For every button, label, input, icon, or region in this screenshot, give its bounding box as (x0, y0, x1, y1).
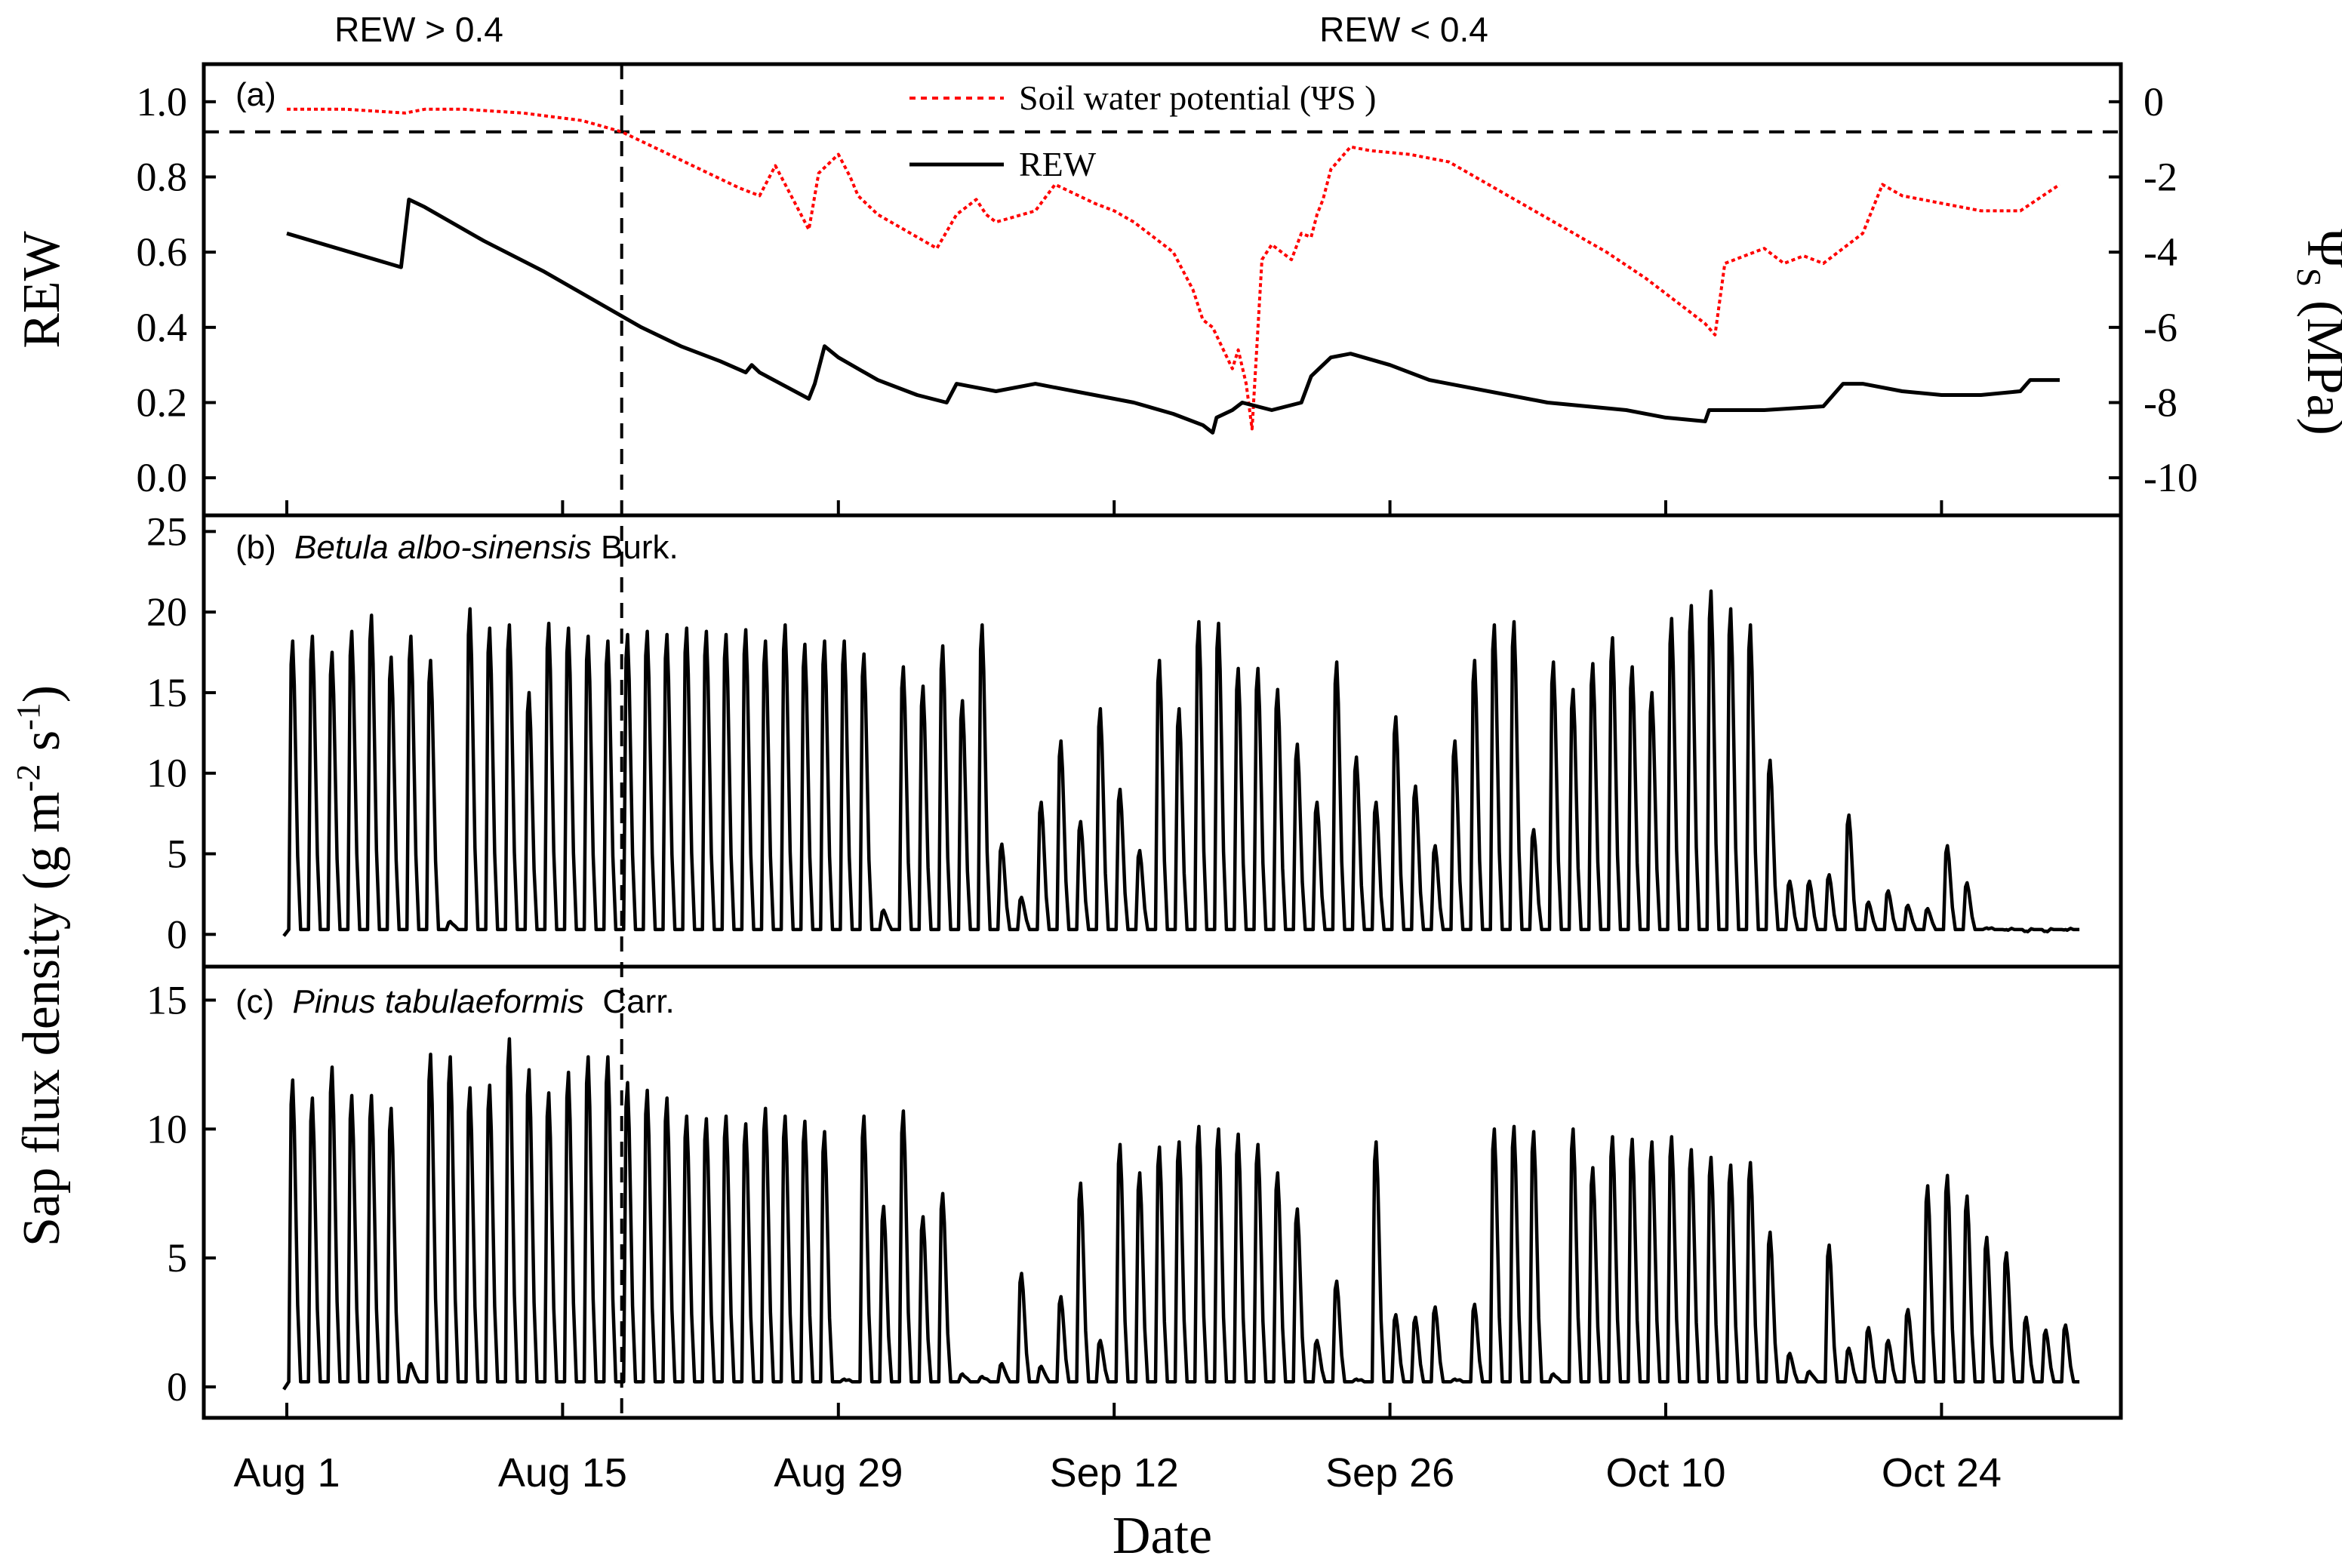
panel-c: 0 5 10 15 (146, 977, 2080, 1410)
y-tick-label-c: 5 (167, 1235, 187, 1281)
x-tick-label: Oct 10 (1605, 1450, 1725, 1496)
y-tick-label-b: 5 (167, 832, 187, 877)
y-tick-label-b: 20 (146, 589, 187, 635)
y-tick-label-a: 1.0 (137, 79, 188, 125)
y-axis-title-psi: ΨS (MPa) (2290, 229, 2342, 435)
sap-flux-line (282, 589, 2080, 937)
x-axis: Aug 1 Aug 15 Aug 29 Sep 12 Sep 26 Oct 10 Oct 2… (233, 500, 2002, 1496)
label-rew-above: REW > 0.4 (334, 10, 503, 49)
x-tick-label: Sep 26 (1325, 1450, 1454, 1496)
x-axis-title: Date (1113, 1507, 1212, 1565)
panel-c-frame (202, 964, 2123, 1420)
x-tick-label: Aug 15 (498, 1450, 627, 1496)
y-tick-label-a: 0.0 (137, 455, 188, 500)
y-tick-label-a: 0.2 (137, 380, 188, 426)
panel-c-label: (c) Pinus tabulaeformis Carr. (235, 983, 675, 1020)
y-tick-label-b: 10 (146, 751, 187, 796)
panel-c-tag: (c) (235, 983, 274, 1020)
panel-b-authority: Burk. (592, 529, 679, 566)
x-tick-label: Oct 24 (1882, 1450, 2002, 1496)
y-tick-label-b: 15 (146, 670, 187, 715)
y2-tick-label-a: -8 (2143, 380, 2177, 426)
y-tick-label-c: 15 (146, 977, 187, 1022)
y-tick-label-c: 0 (167, 1364, 187, 1410)
y-axis-title-sap-flux: Sap flux density (g m-2 s-1) (10, 685, 71, 1247)
panel-b: 0 5 10 15 20 25 (146, 509, 2080, 957)
panel-b-tag: (b) (235, 529, 276, 566)
y-axis-title-rew: REW (13, 231, 71, 349)
y-tick-label-a: 0.8 (137, 155, 188, 200)
panel-b-species: Betula albo-sinensis (294, 529, 592, 566)
panel-c-authority: Carr. (584, 983, 675, 1020)
label-rew-below: REW < 0.4 (1319, 10, 1488, 49)
legend-rew-label: REW (1019, 145, 1097, 183)
panel-b-label: (b) Betula albo-sinensis Burk. (235, 529, 679, 566)
rew-line (286, 197, 2060, 435)
y-tick-label-a: 0.6 (137, 229, 188, 275)
y-tick-label-a: 0.4 (137, 305, 188, 350)
y-tick-label-b: 25 (146, 509, 187, 554)
panel-c-species: Pinus tabulaeformis (293, 983, 584, 1020)
y2-tick-label-a: 0 (2143, 79, 2164, 125)
x-tick-label: Aug 1 (233, 1450, 340, 1496)
y2-tick-label-a: -6 (2143, 305, 2177, 350)
x-tick-label: Sep 12 (1050, 1450, 1179, 1496)
sap-flux-line (282, 1037, 2080, 1391)
y2-tick-label-a: -2 (2143, 155, 2177, 200)
legend-swp-label: Soil water potential (ΨS ) (1019, 78, 1376, 117)
y2-tick-label-a: -4 (2143, 229, 2177, 275)
panel-a-label: (a) (235, 76, 276, 113)
y2-tick-label-a: -10 (2143, 455, 2198, 500)
x-tick-label: Aug 29 (774, 1450, 903, 1496)
y-tick-label-b: 0 (167, 912, 187, 957)
soil-water-potential-line (287, 107, 2061, 431)
panel-a: 0.0 0.2 0.4 0.6 0.8 1.0 0 -2 -4 -6 -8 -10 (137, 79, 2198, 500)
y-tick-label-c: 10 (146, 1106, 187, 1151)
